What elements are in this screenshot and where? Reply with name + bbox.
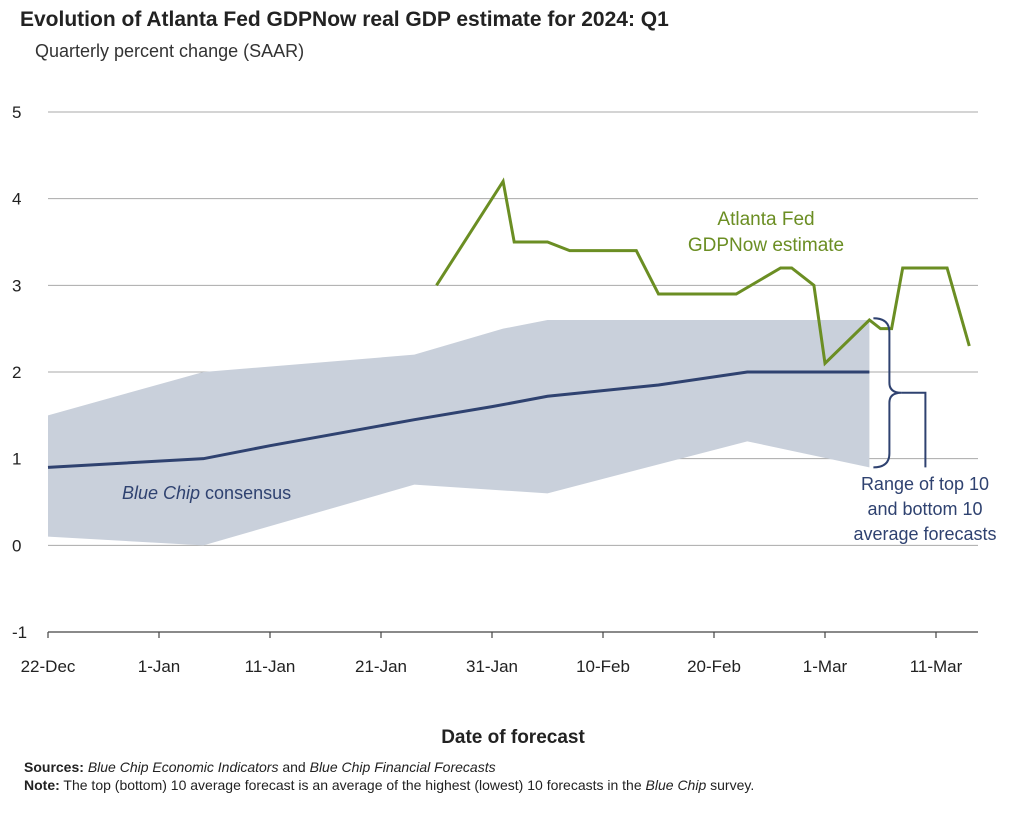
y-tick-label: 1 [12, 450, 21, 469]
x-tick-label: 1-Mar [803, 657, 848, 676]
x-axis-label: Date of forecast [441, 727, 585, 748]
blue-chip-consensus-line [47, 370, 870, 469]
consensus-annotation-italic: Blue Chip [122, 483, 200, 503]
note-line: Note: The top (bottom) 10 average foreca… [24, 776, 984, 794]
x-tick-label: 11-Mar [910, 657, 963, 676]
note-label: Note: [24, 777, 60, 793]
y-tick-label: 2 [12, 363, 21, 382]
x-tick-label: 10-Feb [576, 657, 630, 676]
gdp-chart: -1 0 1 2 3 4 5 22-Dec 1-Jan 11-Jan 21-Jan 31-Jan 10-… [12, 103, 997, 748]
sources-pub2: Blue Chip Financial Forecasts [309, 759, 496, 775]
x-tick-label: 20-Feb [687, 657, 741, 676]
y-tick-label: 5 [12, 103, 21, 122]
range-bracket [873, 317, 902, 469]
x-tick-label: 21-Jan [355, 657, 407, 676]
note-text-1: The top (bottom) 10 average forecast is … [63, 777, 642, 793]
gdpnow-annotation: GDPNow estimate [688, 235, 844, 256]
x-tick-label: 11-Jan [245, 657, 296, 676]
x-tick-label: 22-Dec [21, 657, 76, 676]
chart-subtitle: Quarterly percent change (SAAR) [35, 41, 305, 61]
x-tick-label: 31-Jan [466, 657, 518, 676]
y-tick-label: 3 [12, 276, 21, 295]
y-tick-label: 4 [12, 190, 21, 209]
range-annotation: Range of top 10 [861, 474, 989, 494]
sources-and: and [282, 759, 306, 775]
range-band [48, 320, 870, 546]
consensus-annotation: Blue Chip consensus [122, 483, 291, 503]
y-tick-label: 0 [12, 536, 21, 555]
gdpnow-line [435, 177, 971, 367]
gdpnow-annotation: Atlanta Fed [717, 209, 814, 230]
note-text-2: survey. [710, 777, 755, 793]
x-tick-label: 1-Jan [138, 657, 181, 676]
chart-notes: Sources: Blue Chip Economic Indicators a… [24, 758, 984, 794]
sources-line: Sources: Blue Chip Economic Indicators a… [24, 758, 984, 776]
range-leader-line [901, 391, 927, 468]
sources-pub1: Blue Chip Economic Indicators [87, 759, 279, 775]
range-annotation: and bottom 10 [867, 499, 982, 519]
note-blue-chip: Blue Chip [645, 777, 707, 793]
sources-label: Sources: [24, 759, 84, 775]
chart-title: Evolution of Atlanta Fed GDPNow real GDP… [20, 8, 669, 31]
y-tick-label: -1 [12, 623, 27, 642]
consensus-annotation-rest: consensus [200, 483, 291, 503]
range-annotation: average forecasts [853, 524, 996, 544]
